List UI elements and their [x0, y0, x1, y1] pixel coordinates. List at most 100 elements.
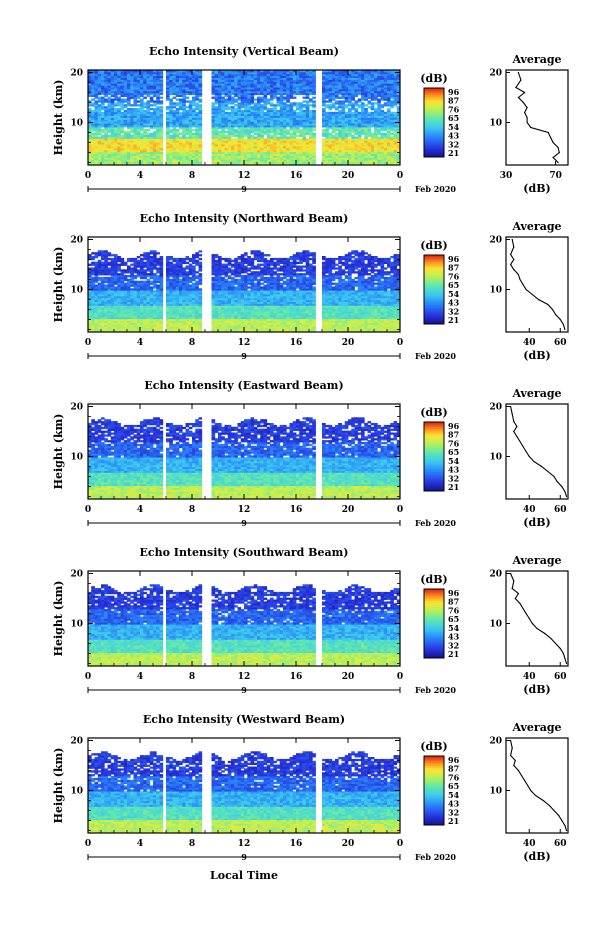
heatmap-cell	[98, 97, 102, 99]
heatmap-cell	[101, 135, 105, 137]
panel-title: Echo Intensity (Vertical Beam)	[149, 45, 339, 58]
heatmap-cell	[143, 110, 147, 112]
heatmap-cell	[267, 99, 271, 101]
heatmap-cell	[254, 102, 258, 104]
heatmap-cell	[91, 133, 95, 135]
heatmap-cell	[283, 102, 287, 104]
heatmap-cell	[153, 108, 157, 110]
heatmap-cell	[147, 129, 151, 131]
heatmap-cell	[244, 138, 248, 140]
heatmap-cell	[160, 100, 164, 102]
heatmap-cell	[192, 129, 196, 131]
heatmap-cell	[273, 104, 277, 106]
heatmap-cell	[254, 99, 258, 101]
heatmap-cell	[277, 110, 281, 112]
heatmap-cell	[186, 110, 190, 112]
heatmap-cell	[150, 104, 154, 106]
heatmap-cell	[199, 104, 203, 106]
heatmap-cell	[169, 129, 173, 131]
heatmap-cell	[189, 100, 193, 102]
heatmap-cell	[127, 131, 131, 133]
heatmap-cell	[124, 99, 128, 101]
heatmap-cell	[270, 108, 274, 110]
heatmap-cell	[286, 104, 290, 106]
panel-1: Echo Intensity (Vertical Beam)1020Height…	[52, 45, 568, 195]
heatmap-cell	[143, 97, 147, 99]
heatmap-cell	[91, 102, 95, 104]
heatmap-cell	[225, 131, 229, 133]
heatmap-cell	[121, 99, 125, 101]
heatmap-cell	[215, 106, 219, 108]
heatmap-cell	[95, 100, 99, 102]
heatmap-cell	[234, 138, 238, 140]
heatmap-cell	[130, 108, 134, 110]
heatmap-cell	[166, 112, 170, 114]
heatmap-cell	[212, 97, 216, 99]
heatmap-cell	[270, 135, 274, 137]
heatmap-cell	[140, 99, 144, 101]
heatmap-cell	[137, 100, 141, 102]
heatmap-cell	[264, 138, 268, 140]
heatmap-cell	[179, 137, 183, 139]
heatmap-cell	[117, 97, 121, 99]
heatmap-cell	[179, 99, 183, 101]
heatmap-cell	[228, 106, 232, 108]
heatmap-cell	[153, 100, 157, 102]
heatmap-cell	[234, 108, 238, 110]
heatmap-cell	[254, 137, 258, 139]
heatmap-cell	[176, 102, 180, 104]
heatmap-cell	[91, 99, 95, 101]
heatmap-cell	[192, 97, 196, 99]
heatmap-cell	[277, 137, 281, 139]
heatmap-cell	[98, 104, 102, 106]
heatmap-cell	[173, 110, 177, 112]
heatmap-cell	[234, 129, 238, 131]
heatmap-cell	[121, 135, 125, 137]
heatmap-cell	[179, 112, 183, 114]
heatmap-cell	[192, 108, 196, 110]
heatmap-cell	[195, 112, 199, 114]
heatmap-cell	[124, 110, 128, 112]
heatmap-cell	[231, 97, 235, 99]
heatmap-cell	[111, 99, 115, 101]
heatmap-cell	[156, 106, 160, 108]
heatmap-cell	[121, 112, 125, 114]
heatmap-cell	[137, 108, 141, 110]
heatmap-cell	[166, 106, 170, 108]
heatmap-cell	[140, 133, 144, 135]
heatmap-cell	[290, 133, 294, 135]
heatmap-cell	[199, 99, 203, 101]
heatmap-cell	[234, 104, 238, 106]
heatmap-cell	[127, 108, 131, 110]
heatmap-cell	[221, 97, 225, 99]
heatmap-cell	[108, 97, 112, 99]
heatmap-cell	[137, 104, 141, 106]
heatmap-cell	[234, 99, 238, 101]
heatmap-cell	[150, 133, 154, 135]
heatmap-cell	[260, 97, 264, 99]
heatmap-cell	[286, 137, 290, 139]
heatmap-cell	[186, 100, 190, 102]
heatmap-cell	[160, 106, 164, 108]
heatmap-cell	[114, 102, 118, 104]
heatmap-cell	[147, 133, 151, 135]
heatmap-cell	[124, 104, 128, 106]
heatmap-cell	[267, 108, 271, 110]
heatmap-cell	[186, 97, 190, 99]
heatmap-cell	[225, 99, 229, 101]
heatmap-cell	[270, 102, 274, 104]
heatmap-cell	[173, 102, 177, 104]
heatmap-cell	[108, 135, 112, 137]
heatmap-cell	[150, 97, 154, 99]
heatmap-cell	[186, 106, 190, 108]
heatmap-cell	[186, 137, 190, 139]
heatmap-cell	[286, 129, 290, 131]
heatmap-cell	[225, 112, 229, 114]
heatmap-cell	[117, 108, 121, 110]
figure: Local Time Echo Intensity (Vertical Beam…	[0, 0, 616, 929]
heatmap-cell	[260, 104, 264, 106]
heatmap-cell	[241, 110, 245, 112]
heatmap-cell	[153, 131, 157, 133]
heatmap-cell	[212, 102, 216, 104]
heatmap-cell	[150, 112, 154, 114]
